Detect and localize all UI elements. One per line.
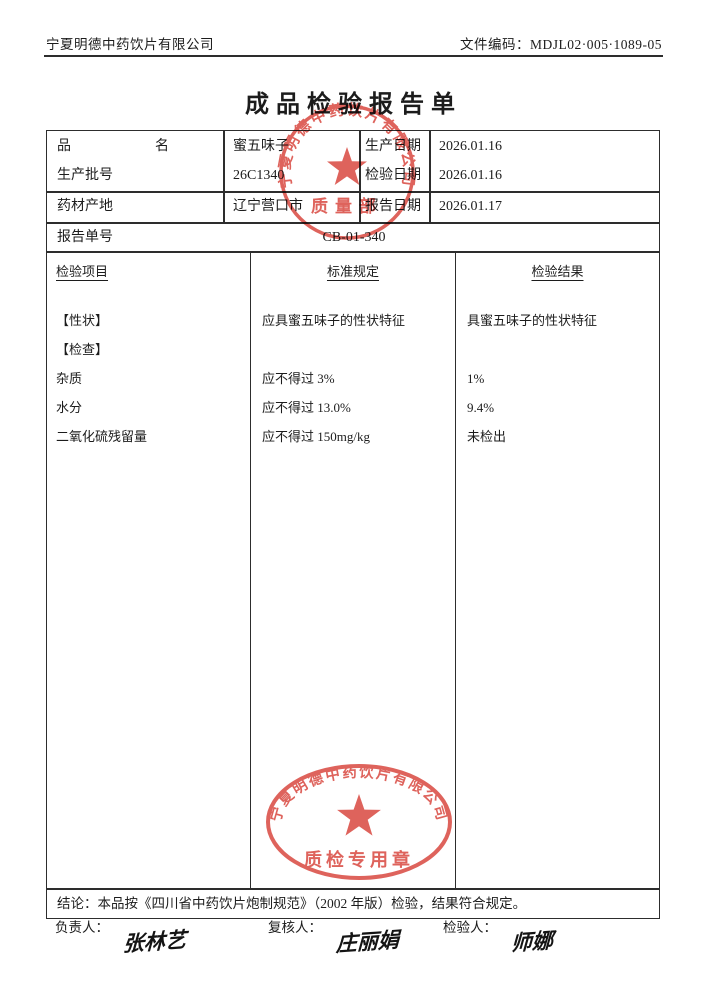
info-table-line [47, 191, 659, 193]
table-row-standard: 应不得过 3% [262, 371, 335, 386]
product-name-label-text: 品名 [57, 139, 169, 154]
column-header-item-text: 检验项目 [56, 264, 109, 279]
table-row-item: 杂质 [56, 371, 83, 386]
production-date-value: 2026.01.16 [439, 139, 502, 154]
star-icon [327, 147, 367, 185]
product-name-value: 蜜五味子 [233, 139, 289, 154]
inspector-signature-group: 检验人： 师娜 [443, 916, 553, 956]
table-row-result: 1% [467, 371, 485, 386]
quality-inspection-seal-stamp: 宁夏明德中药饮片有限公司 质检专用章 [266, 763, 452, 880]
stamp-ring [266, 764, 452, 880]
table-row-result: 9.4% [467, 400, 495, 415]
table-row-result: 未检出 [467, 429, 507, 444]
signature-footer: 负责人： 张林艺 复核人： 庄丽娟 检验人： 师娜 [0, 916, 707, 986]
reviewer-label: 复核人： [268, 920, 322, 935]
info-table-line [47, 222, 659, 224]
reviewer-signature-group: 复核人： 庄丽娟 [268, 916, 399, 956]
table-row-item: 水分 [56, 400, 83, 415]
column-header-result: 检验结果 [456, 263, 659, 281]
table-row-standard: 应不得过 13.0% [262, 400, 351, 415]
info-table-line [359, 131, 361, 222]
info-table-line [223, 131, 225, 222]
inspection-date-label: 检验日期 [365, 168, 421, 183]
column-header-standard: 标准规定 [251, 263, 455, 281]
table-row-item: 【性状】 [56, 313, 109, 328]
origin-label: 药材产地 [57, 199, 113, 214]
table-row-standard [251, 335, 455, 364]
star-icon [337, 794, 381, 836]
table-row-item: 【检查】 [56, 342, 109, 357]
inspector-signature: 师娜 [510, 928, 554, 956]
reviewer-signature: 庄丽娟 [335, 927, 400, 957]
inspection-table: 检验项目 【性状】 【检查】 杂质 水分 二氧化硫残留量 标准规定 应具蜜五味子… [46, 252, 660, 889]
inspection-item-column: 检验项目 【性状】 【检查】 杂质 水分 二氧化硫残留量 [47, 253, 251, 888]
standard-rows: 应具蜜五味子的性状特征 应不得过 3% 应不得过 13.0% 应不得过 150m… [251, 306, 455, 451]
product-name-label: 品名 [57, 133, 169, 161]
table-row-standard: 应不得过 150mg/kg [262, 429, 370, 444]
report-no-label: 报告单号 [57, 230, 113, 245]
item-rows: 【性状】 【检查】 杂质 水分 二氧化硫残留量 [47, 306, 250, 451]
column-header-standard-text: 标准规定 [326, 264, 379, 279]
header-divider [44, 55, 663, 57]
origin-value: 辽宁营口市 [233, 199, 303, 214]
document-code: 文件编码：MDJL02·005·1089-05 [460, 37, 662, 52]
responsible-signature-group: 负责人： 张林艺 [55, 916, 186, 956]
inspector-label: 检验人： [443, 920, 497, 935]
inspection-standard-column: 标准规定 应具蜜五味子的性状特征 应不得过 3% 应不得过 13.0% 应不得过… [251, 253, 456, 888]
report-date-value: 2026.01.17 [439, 199, 502, 214]
table-row-result [456, 335, 659, 364]
table-row-standard: 应具蜜五味子的性状特征 [262, 313, 406, 328]
batch-value: 26C1340 [233, 168, 285, 183]
column-header-item: 检验项目 [47, 263, 250, 281]
table-row-result: 具蜜五味子的性状特征 [467, 313, 598, 328]
quality-department-stamp: 宁夏明德中药饮片有限公司 质量部 [277, 102, 416, 240]
stamp-caption-text: 质量部 [311, 196, 383, 217]
responsible-label: 负责人： [55, 920, 109, 935]
inspection-result-column: 检验结果 具蜜五味子的性状特征 1% 9.4% 未检出 [456, 253, 659, 888]
stamp-ring [279, 104, 415, 240]
info-table-line [429, 131, 431, 222]
info-table: 品名 蜜五味子 生产日期 2026.01.16 生产批号 26C1340 检验日… [46, 130, 660, 252]
table-row-item: 二氧化硫残留量 [56, 429, 148, 444]
batch-label: 生产批号 [57, 168, 113, 183]
column-header-result-text: 检验结果 [531, 264, 584, 279]
inspection-date-value: 2026.01.16 [439, 168, 502, 183]
responsible-signature: 张林艺 [122, 927, 187, 957]
stamp-caption-text: 质检专用章 [304, 849, 414, 871]
result-rows: 具蜜五味子的性状特征 1% 9.4% 未检出 [456, 306, 659, 451]
company-name: 宁夏明德中药饮片有限公司 [46, 37, 214, 52]
conclusion-box: 结论：本品按《四川省中药饮片炮制规范》（2002 年版）检验，结果符合规定。 [46, 889, 660, 919]
